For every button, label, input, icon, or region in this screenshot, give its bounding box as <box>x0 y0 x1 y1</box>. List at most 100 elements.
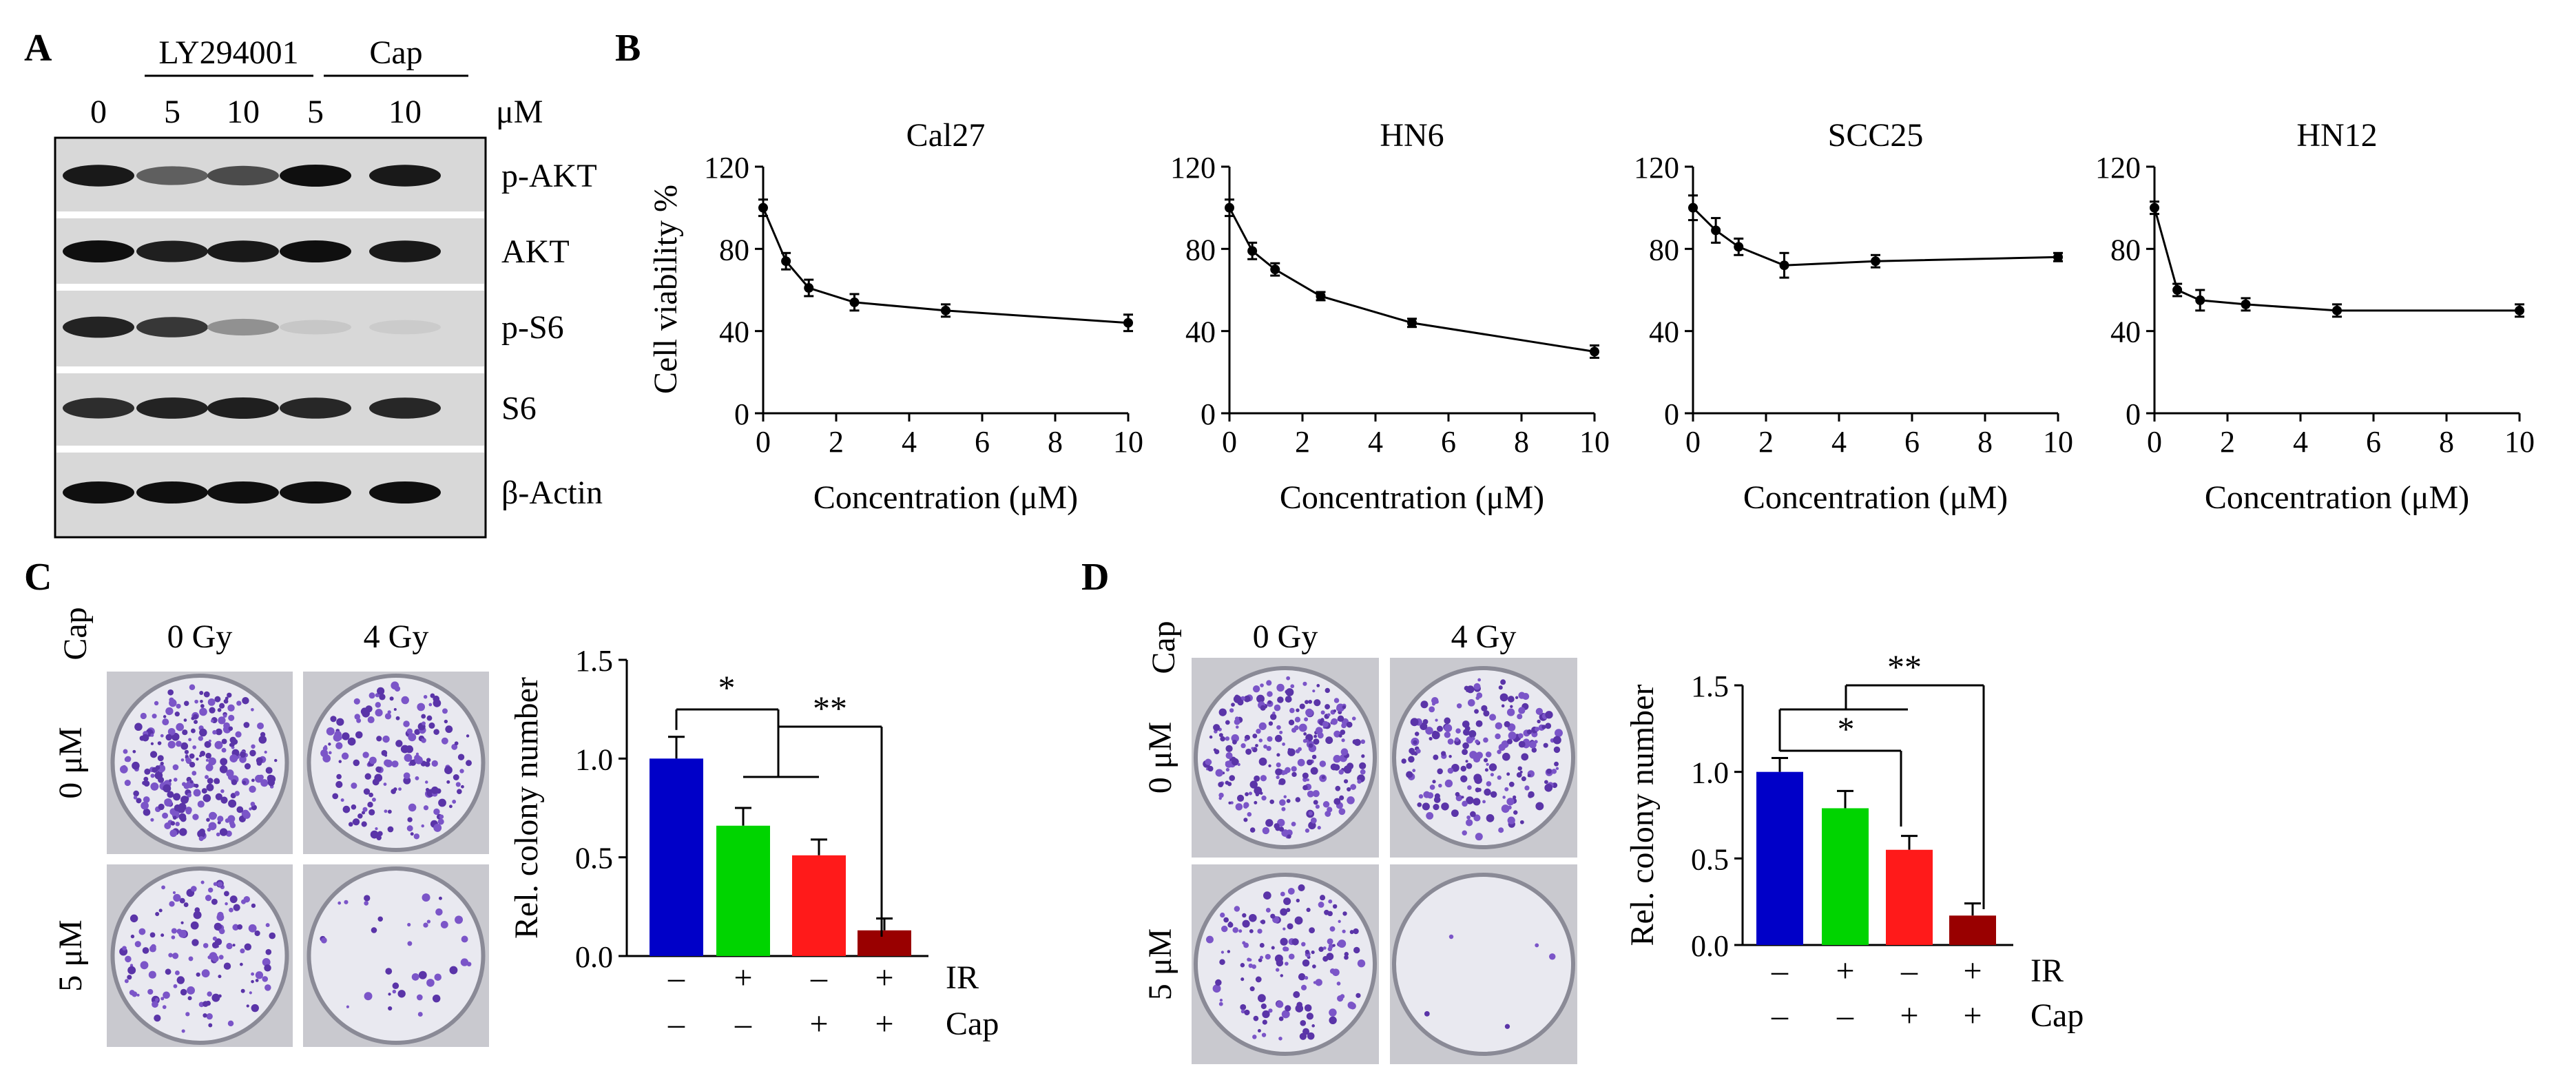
cap-sign: – <box>734 1006 752 1042</box>
colony-dot <box>1335 785 1341 791</box>
colony-dot <box>1302 785 1308 791</box>
colony-dot <box>383 782 387 786</box>
colony-dot <box>155 912 160 917</box>
x-tick-label: 10 <box>2043 425 2073 459</box>
colony-dot <box>1283 795 1287 799</box>
colony-dot <box>1406 771 1413 778</box>
colony-dot <box>1548 953 1556 960</box>
colony-dot <box>1350 784 1357 790</box>
lane-label: 5 <box>164 94 180 130</box>
colony-dot <box>191 771 197 776</box>
colony-dot <box>1353 928 1359 935</box>
colony-dot <box>1466 689 1469 692</box>
colony-dot <box>148 970 156 979</box>
colony-dot <box>328 742 331 746</box>
colony-dot <box>1268 764 1271 768</box>
colony-dot <box>167 740 176 749</box>
data-point <box>1871 256 1880 267</box>
colony-dot <box>1470 811 1476 818</box>
colony-dot <box>1242 913 1247 918</box>
colony-dot <box>1287 748 1291 751</box>
colony-dot <box>434 701 438 705</box>
blot-label: AKT <box>501 233 570 270</box>
colony-dot <box>1325 687 1330 694</box>
colony-dot <box>180 742 189 750</box>
colony-dot <box>426 758 431 762</box>
colony-dot <box>1306 907 1311 913</box>
colony-dot <box>1249 986 1255 992</box>
colony-dot <box>423 694 428 699</box>
colony-dot <box>1287 834 1291 839</box>
colony-dot <box>227 1020 234 1027</box>
colony-dot <box>1274 823 1280 829</box>
colony-dot <box>1305 700 1309 705</box>
cap-row-label: Cap <box>57 607 94 660</box>
blot-label: p-AKT <box>501 158 597 194</box>
colony-dot <box>198 736 204 741</box>
colony-dot <box>1349 930 1354 935</box>
colony-dot <box>1243 804 1248 809</box>
colony-dot <box>143 808 151 816</box>
colony-dot <box>1286 798 1291 803</box>
colony-dot <box>141 734 149 742</box>
lane-label: 5 <box>307 94 324 130</box>
colony-dot <box>415 752 419 756</box>
colony-dot <box>1333 755 1341 763</box>
y-tick-label: 40 <box>1649 315 1679 349</box>
data-point <box>1779 260 1789 271</box>
colony-dot <box>232 924 239 931</box>
colony-dot <box>130 934 135 939</box>
colony-dot <box>199 690 204 695</box>
colony-dot <box>360 707 369 716</box>
colony-dot <box>445 725 453 734</box>
panel-label-d: D <box>1081 556 1109 599</box>
bar <box>792 855 846 956</box>
bar <box>1756 771 1803 945</box>
colony-dot <box>1475 739 1479 744</box>
blot-band <box>369 240 441 262</box>
colony-dot <box>197 800 205 808</box>
colony-dot <box>212 936 218 941</box>
colony-dot <box>1413 740 1417 745</box>
colony-dot <box>448 804 453 809</box>
colony-dot <box>1276 959 1284 967</box>
series-line <box>2153 207 2520 312</box>
y-tick-label: 0 <box>734 397 749 431</box>
colony-dot <box>120 765 128 773</box>
colony-dot <box>361 821 367 827</box>
colony-dot <box>1266 680 1272 686</box>
colony-dot <box>215 793 222 800</box>
colony-dot <box>1527 773 1531 778</box>
y-axis-label: Rel. colony number <box>1624 685 1661 946</box>
cap-row-label: Cap <box>2030 997 2084 1034</box>
x-axis-label: Concentration (μM) <box>2205 479 2469 516</box>
colony-dot <box>428 703 433 707</box>
colony-dot <box>384 809 388 813</box>
blot-band <box>136 240 208 262</box>
colony-dot <box>150 944 156 950</box>
colony-dot <box>221 747 227 753</box>
significance-star: * <box>1838 709 1855 748</box>
colony-dot <box>1553 746 1561 754</box>
colony-dot <box>1257 928 1263 934</box>
colony-dot <box>351 782 357 789</box>
colony-dot <box>1308 699 1313 704</box>
colony-dot <box>202 794 211 802</box>
colony-dot <box>154 1015 161 1022</box>
colony-dot <box>205 775 209 780</box>
colony-dot <box>143 780 150 787</box>
colony-dot <box>1238 929 1243 933</box>
colony-dot <box>1282 927 1286 931</box>
data-point <box>1407 318 1417 328</box>
plate-dish <box>1392 666 1575 849</box>
colony-dot <box>1214 749 1220 755</box>
colony-dot <box>1486 781 1492 787</box>
colony-dot <box>1433 754 1439 760</box>
colony-dot <box>218 955 224 960</box>
colony-dot <box>167 791 174 798</box>
colony-dot <box>1298 747 1302 751</box>
colony-dot <box>449 966 458 975</box>
y-tick-label: 40 <box>2110 315 2141 349</box>
colony-dot <box>1276 683 1285 692</box>
x-tick-label: 6 <box>1904 425 1920 459</box>
